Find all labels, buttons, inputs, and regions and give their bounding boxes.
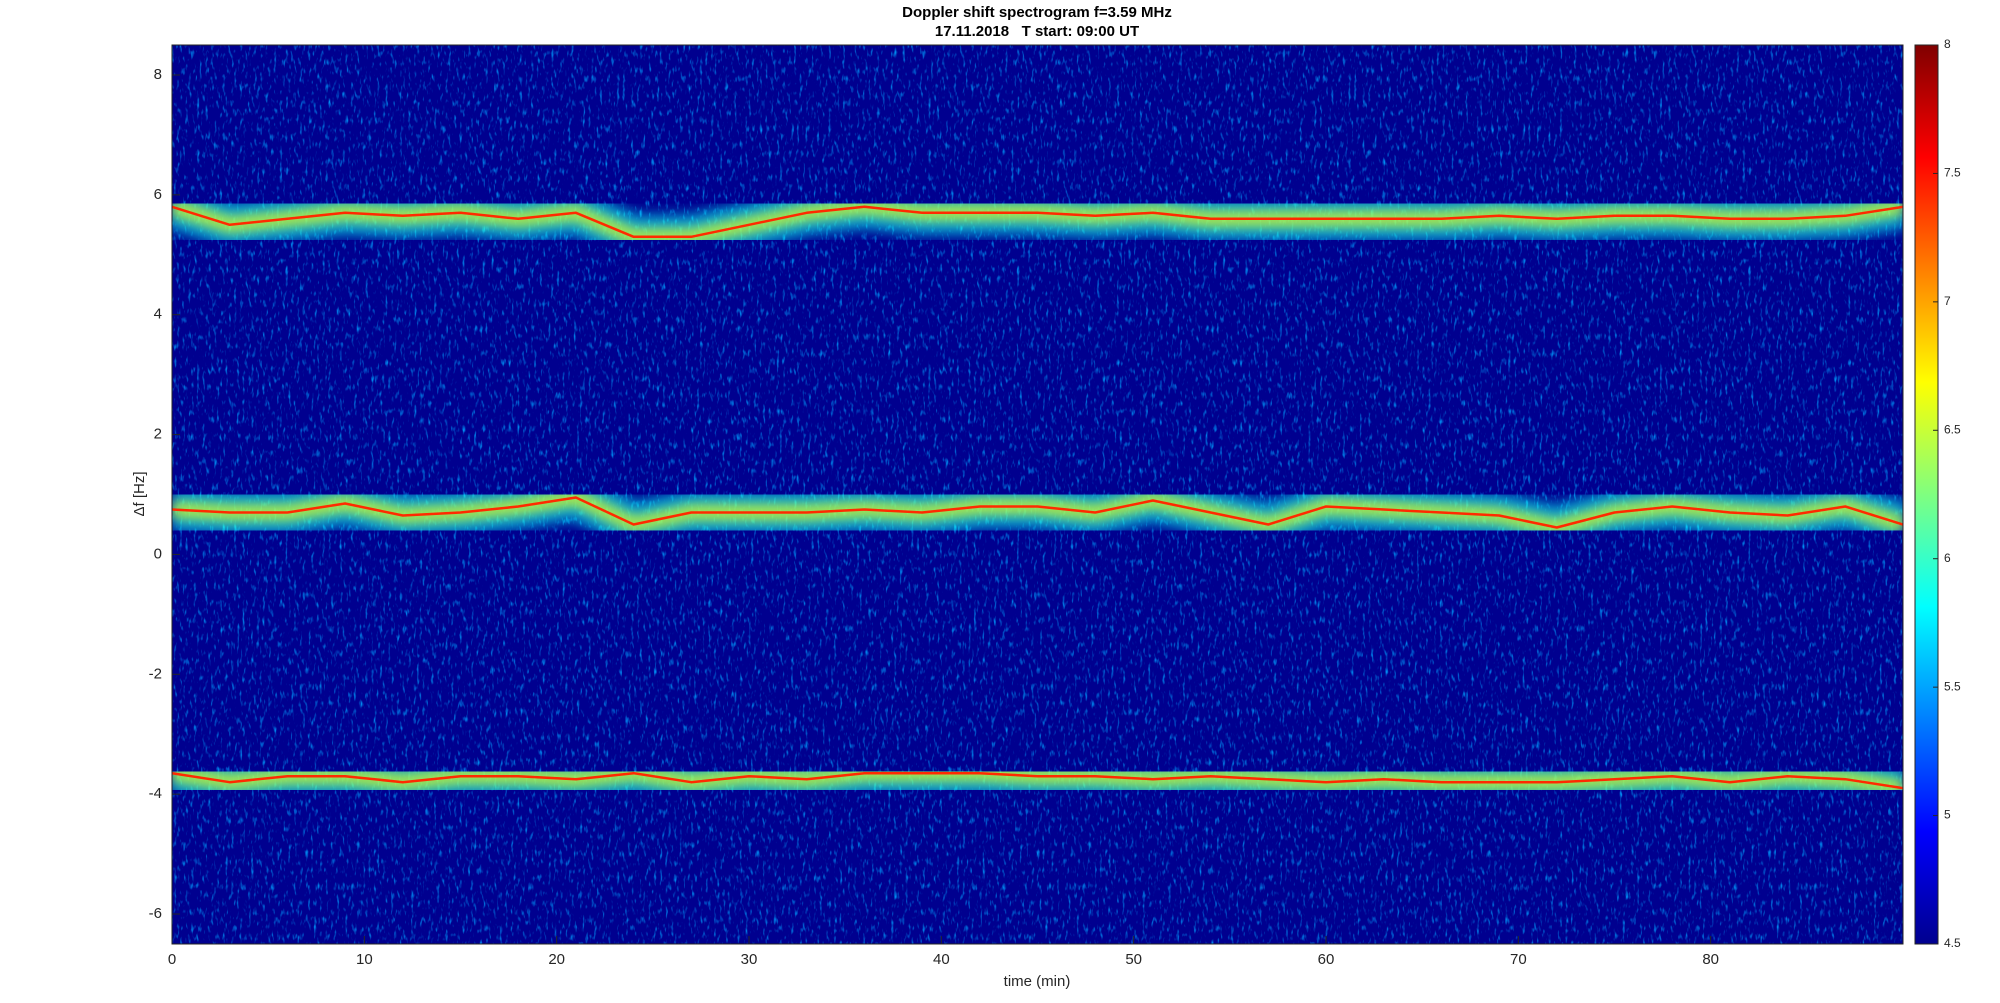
x-tick-label: 70 — [1510, 951, 1527, 968]
colorbar-tick-label: 8 — [1944, 37, 1951, 51]
y-tick-label: 8 — [154, 66, 162, 83]
x-tick-label: 80 — [1702, 951, 1719, 968]
y-tick-label: 6 — [154, 186, 162, 203]
y-axis-label: Δf [Hz] — [131, 471, 148, 516]
x-tick-label: 0 — [168, 951, 176, 968]
x-axis-label: time (min) — [1004, 973, 1071, 990]
y-tick-label: 4 — [154, 306, 162, 323]
y-tick-label: -6 — [149, 905, 162, 922]
plot-area — [172, 183, 1903, 811]
trace-line — [172, 771, 1903, 790]
chart-title: Doppler shift spectrogram f=3.59 MHz — [902, 4, 1172, 21]
y-tick-label: 2 — [154, 426, 162, 443]
y-tick-label: -2 — [149, 665, 162, 682]
trace-line — [172, 205, 1903, 239]
y-tick-label: -4 — [149, 785, 162, 802]
colorbar-tick-label: 6.5 — [1944, 422, 1961, 436]
colorbar-tick-label: 4.5 — [1944, 936, 1961, 950]
y-tick-label: 0 — [154, 545, 162, 562]
colorbar-tick-label: 7.5 — [1944, 166, 1961, 180]
colorbar-tick-label: 5.5 — [1944, 679, 1961, 693]
x-tick-label: 20 — [548, 951, 565, 968]
x-tick-label: 30 — [741, 951, 758, 968]
x-tick-label: 40 — [933, 951, 950, 968]
colorbar-tick-label: 6 — [1944, 551, 1951, 565]
plot-frame — [171, 44, 1904, 945]
x-tick-label: 60 — [1318, 951, 1335, 968]
colorbar-tick-label: 5 — [1944, 808, 1951, 822]
x-tick-label: 50 — [1125, 951, 1142, 968]
colorbar — [1914, 44, 1939, 945]
x-tick-label: 10 — [356, 951, 373, 968]
colorbar-tick-label: 7 — [1944, 294, 1951, 308]
chart-subtitle: 17.11.2018 T start: 09:00 UT — [935, 23, 1139, 40]
trace-line — [172, 496, 1903, 529]
